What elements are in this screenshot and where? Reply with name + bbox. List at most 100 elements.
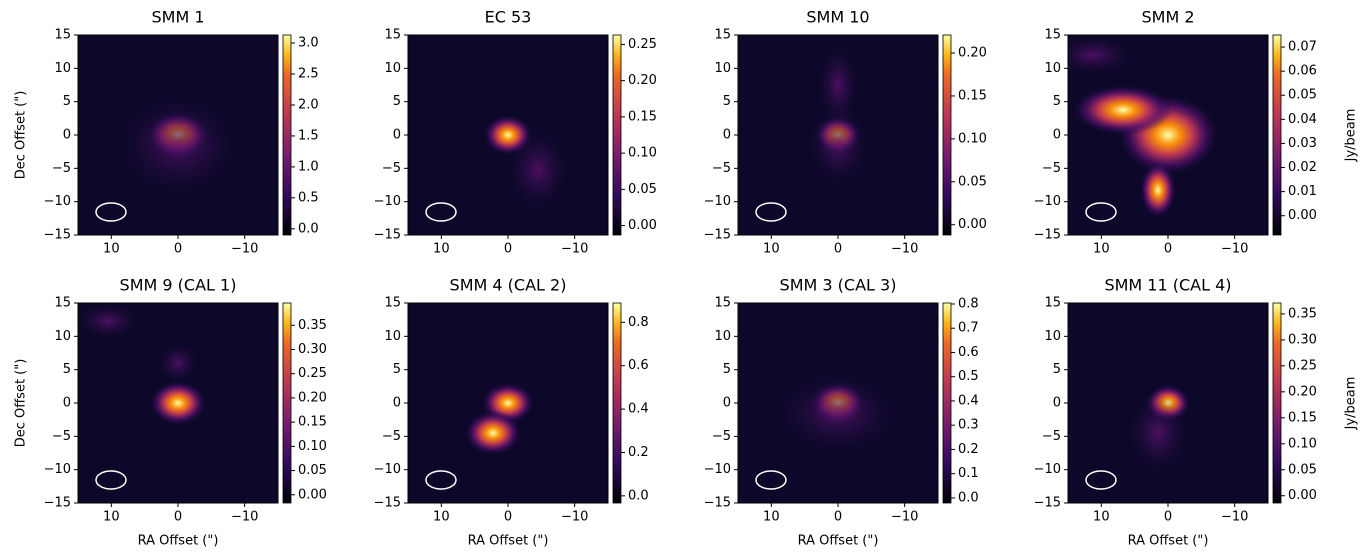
panel-title: SMM 10 bbox=[806, 8, 869, 27]
colorbar-label: Jy/beam bbox=[1344, 109, 1359, 163]
emission bbox=[158, 343, 198, 383]
colorbar-tick-label: 0.03 bbox=[1288, 136, 1317, 151]
colorbar-tick-label: 0.4 bbox=[958, 393, 979, 408]
colorbar-tick-label: 0.15 bbox=[298, 415, 327, 430]
y-tick-label: −10 bbox=[374, 462, 401, 477]
image bbox=[738, 35, 938, 235]
y-tick-label: −15 bbox=[704, 228, 731, 243]
colorbar-tick-label: 0.01 bbox=[1288, 184, 1317, 199]
colorbar-tick-label: 0.10 bbox=[958, 131, 987, 146]
y-tick-label: 0 bbox=[63, 128, 71, 143]
image bbox=[78, 303, 278, 503]
colorbar-tick-label: 0.7 bbox=[958, 321, 979, 336]
x-tick-label: −10 bbox=[561, 510, 588, 525]
y-axis-label: Dec Offset (") bbox=[14, 91, 29, 180]
y-tick-label: −5 bbox=[52, 429, 71, 444]
x-tick-label: −10 bbox=[231, 242, 258, 257]
y-tick-label: −10 bbox=[44, 194, 71, 209]
y-tick-label: 5 bbox=[63, 94, 71, 109]
y-tick-label: 0 bbox=[723, 396, 731, 411]
y-tick-label: −15 bbox=[44, 228, 71, 243]
y-tick-label: 15 bbox=[54, 28, 71, 43]
colorbar-tick-label: 0.06 bbox=[1288, 64, 1317, 79]
x-axis-label: RA Offset (") bbox=[798, 534, 879, 549]
colorbar bbox=[282, 34, 292, 236]
colorbar-tick-label: 0.10 bbox=[1288, 436, 1317, 451]
y-tick-label: −10 bbox=[704, 194, 731, 209]
y-tick-label: 5 bbox=[393, 362, 401, 377]
y-tick-label: 15 bbox=[714, 28, 731, 43]
colorbar bbox=[1272, 302, 1282, 504]
colorbar bbox=[942, 34, 952, 236]
colorbar-tick-label: 0.35 bbox=[298, 318, 327, 333]
y-tick-label: −15 bbox=[374, 228, 401, 243]
colorbar-tick-label: 0.0 bbox=[628, 488, 649, 503]
colorbar-tick-label: 0.30 bbox=[298, 342, 327, 357]
y-tick-label: −10 bbox=[44, 462, 71, 477]
colorbar bbox=[1272, 34, 1282, 236]
y-tick-label: 15 bbox=[384, 28, 401, 43]
panel-title: EC 53 bbox=[485, 8, 532, 27]
colorbar-tick-label: 0.00 bbox=[1288, 488, 1317, 503]
beam bbox=[425, 470, 457, 490]
colorbar-tick-label: 0.07 bbox=[1288, 40, 1317, 55]
colorbar-tick-label: 0.20 bbox=[298, 390, 327, 405]
x-tick-label: −10 bbox=[891, 242, 918, 257]
y-tick-label: 10 bbox=[714, 329, 731, 344]
x-tick-label: 0 bbox=[504, 242, 512, 257]
panel-title: SMM 9 (CAL 1) bbox=[120, 276, 237, 295]
y-tick-label: 10 bbox=[54, 61, 71, 76]
y-tick-label: 15 bbox=[54, 296, 71, 311]
y-tick-label: −5 bbox=[712, 161, 731, 176]
y-tick-label: −10 bbox=[704, 462, 731, 477]
panel-title: SMM 11 (CAL 4) bbox=[1104, 276, 1231, 295]
x-tick-label: −10 bbox=[891, 510, 918, 525]
colorbar-tick-label: 0.0 bbox=[958, 490, 979, 505]
colorbar-tick-label: 0.00 bbox=[958, 217, 987, 232]
colorbar-tick-label: 0.2 bbox=[628, 445, 649, 460]
colorbar-tick-label: 0.04 bbox=[1288, 112, 1317, 127]
beam bbox=[755, 470, 787, 490]
beam bbox=[425, 202, 457, 222]
image bbox=[1068, 35, 1268, 235]
emission bbox=[778, 373, 898, 453]
emission bbox=[78, 303, 138, 339]
x-tick-label: 0 bbox=[504, 510, 512, 525]
x-tick-label: 0 bbox=[1164, 242, 1172, 257]
x-tick-label: 10 bbox=[103, 242, 120, 257]
y-tick-label: 0 bbox=[63, 396, 71, 411]
y-tick-label: 5 bbox=[723, 94, 731, 109]
colorbar-tick-label: 0.20 bbox=[1288, 384, 1317, 399]
colorbar-tick-label: 0.3 bbox=[958, 418, 979, 433]
y-tick-label: 10 bbox=[384, 329, 401, 344]
emission bbox=[808, 105, 868, 185]
beam bbox=[755, 202, 787, 222]
colorbar-tick-label: 0.0 bbox=[298, 221, 319, 236]
panel-title: SMM 1 bbox=[151, 8, 204, 27]
colorbar-tick-label: 0.10 bbox=[628, 146, 657, 161]
colorbar-tick-label: 2.5 bbox=[298, 67, 319, 82]
y-tick-label: 5 bbox=[63, 362, 71, 377]
beam bbox=[1085, 202, 1117, 222]
x-tick-label: 0 bbox=[834, 242, 842, 257]
y-tick-label: −10 bbox=[374, 194, 401, 209]
y-tick-label: −5 bbox=[382, 429, 401, 444]
image bbox=[738, 303, 938, 503]
x-tick-label: 10 bbox=[103, 510, 120, 525]
y-tick-label: 0 bbox=[393, 128, 401, 143]
colorbar-tick-label: 0.02 bbox=[1288, 160, 1317, 175]
y-tick-label: 15 bbox=[384, 296, 401, 311]
colorbar-tick-label: 0.8 bbox=[628, 315, 649, 330]
colorbar-tick-label: 0.8 bbox=[958, 296, 979, 311]
x-tick-label: 10 bbox=[1093, 242, 1110, 257]
colorbar bbox=[612, 302, 622, 504]
image bbox=[1068, 303, 1268, 503]
y-tick-label: −5 bbox=[52, 161, 71, 176]
y-tick-label: −10 bbox=[1034, 462, 1061, 477]
y-tick-label: −5 bbox=[1042, 161, 1061, 176]
x-tick-label: 10 bbox=[763, 242, 780, 257]
x-tick-label: 0 bbox=[834, 510, 842, 525]
y-tick-label: 5 bbox=[723, 362, 731, 377]
colorbar-tick-label: 0.15 bbox=[958, 88, 987, 103]
